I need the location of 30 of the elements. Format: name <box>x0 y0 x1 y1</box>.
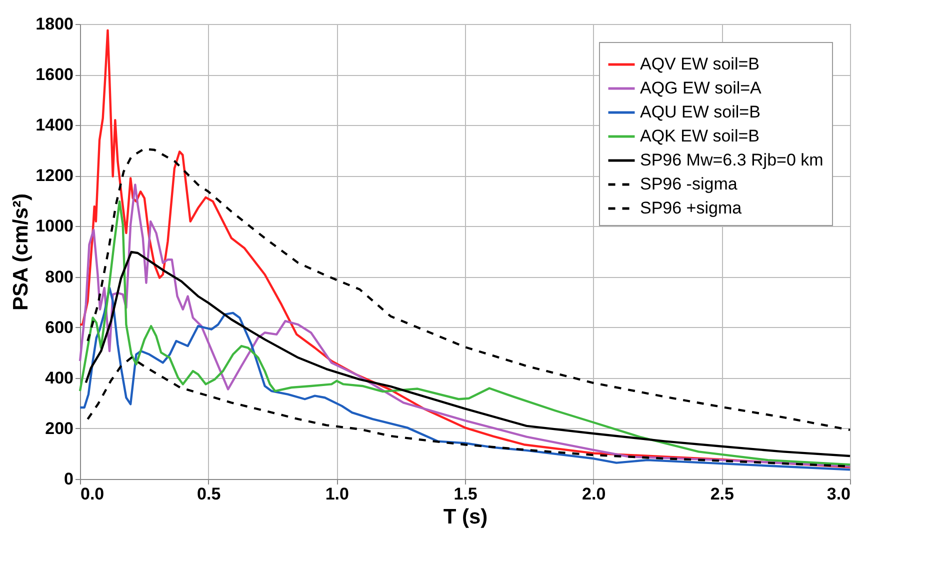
y-tick-label: 1400 <box>36 116 74 135</box>
legend-label: SP96 Mw=6.3 Rjb=0 km <box>640 150 824 170</box>
line-series <box>84 250 852 458</box>
line-series <box>78 286 852 471</box>
y-tick-label: 1000 <box>36 216 74 236</box>
y-tick-label: 800 <box>45 267 74 286</box>
line-series <box>86 148 852 432</box>
legend-label: AQK EW soil=B <box>640 126 760 146</box>
x-tick-label: 0.0 <box>80 484 104 504</box>
legend-label: AQU EW soil=B <box>640 102 760 122</box>
y-tick-label: 0 <box>64 470 74 488</box>
x-tick-label: 0.5 <box>197 484 221 504</box>
x-tick-label: 2.0 <box>582 484 606 504</box>
y-tick-label: 600 <box>45 318 74 337</box>
legend-label: AQV EW soil=B <box>640 54 760 74</box>
legend-label: SP96 -sigma <box>640 174 738 194</box>
legend-label: AQG EW soil=A <box>640 78 762 98</box>
x-tick-label: 1.5 <box>454 484 478 504</box>
x-axis-title: T (s) <box>443 506 488 528</box>
y-tick-label: 1600 <box>36 65 74 84</box>
x-tick-label: 2.5 <box>710 484 734 504</box>
y-tick-label: 1800 <box>36 14 74 34</box>
y-tick-label: 1200 <box>36 166 74 186</box>
legend-label: SP96 +sigma <box>640 198 742 218</box>
x-tick-label: 1.0 <box>325 484 349 504</box>
y-tick-label: 200 <box>45 418 74 438</box>
x-tick-label: 3.0 <box>826 484 850 504</box>
y-tick-label: 400 <box>45 368 74 388</box>
y-axis-title: PSA (cm/s²) <box>10 193 33 311</box>
line-series <box>78 29 852 468</box>
